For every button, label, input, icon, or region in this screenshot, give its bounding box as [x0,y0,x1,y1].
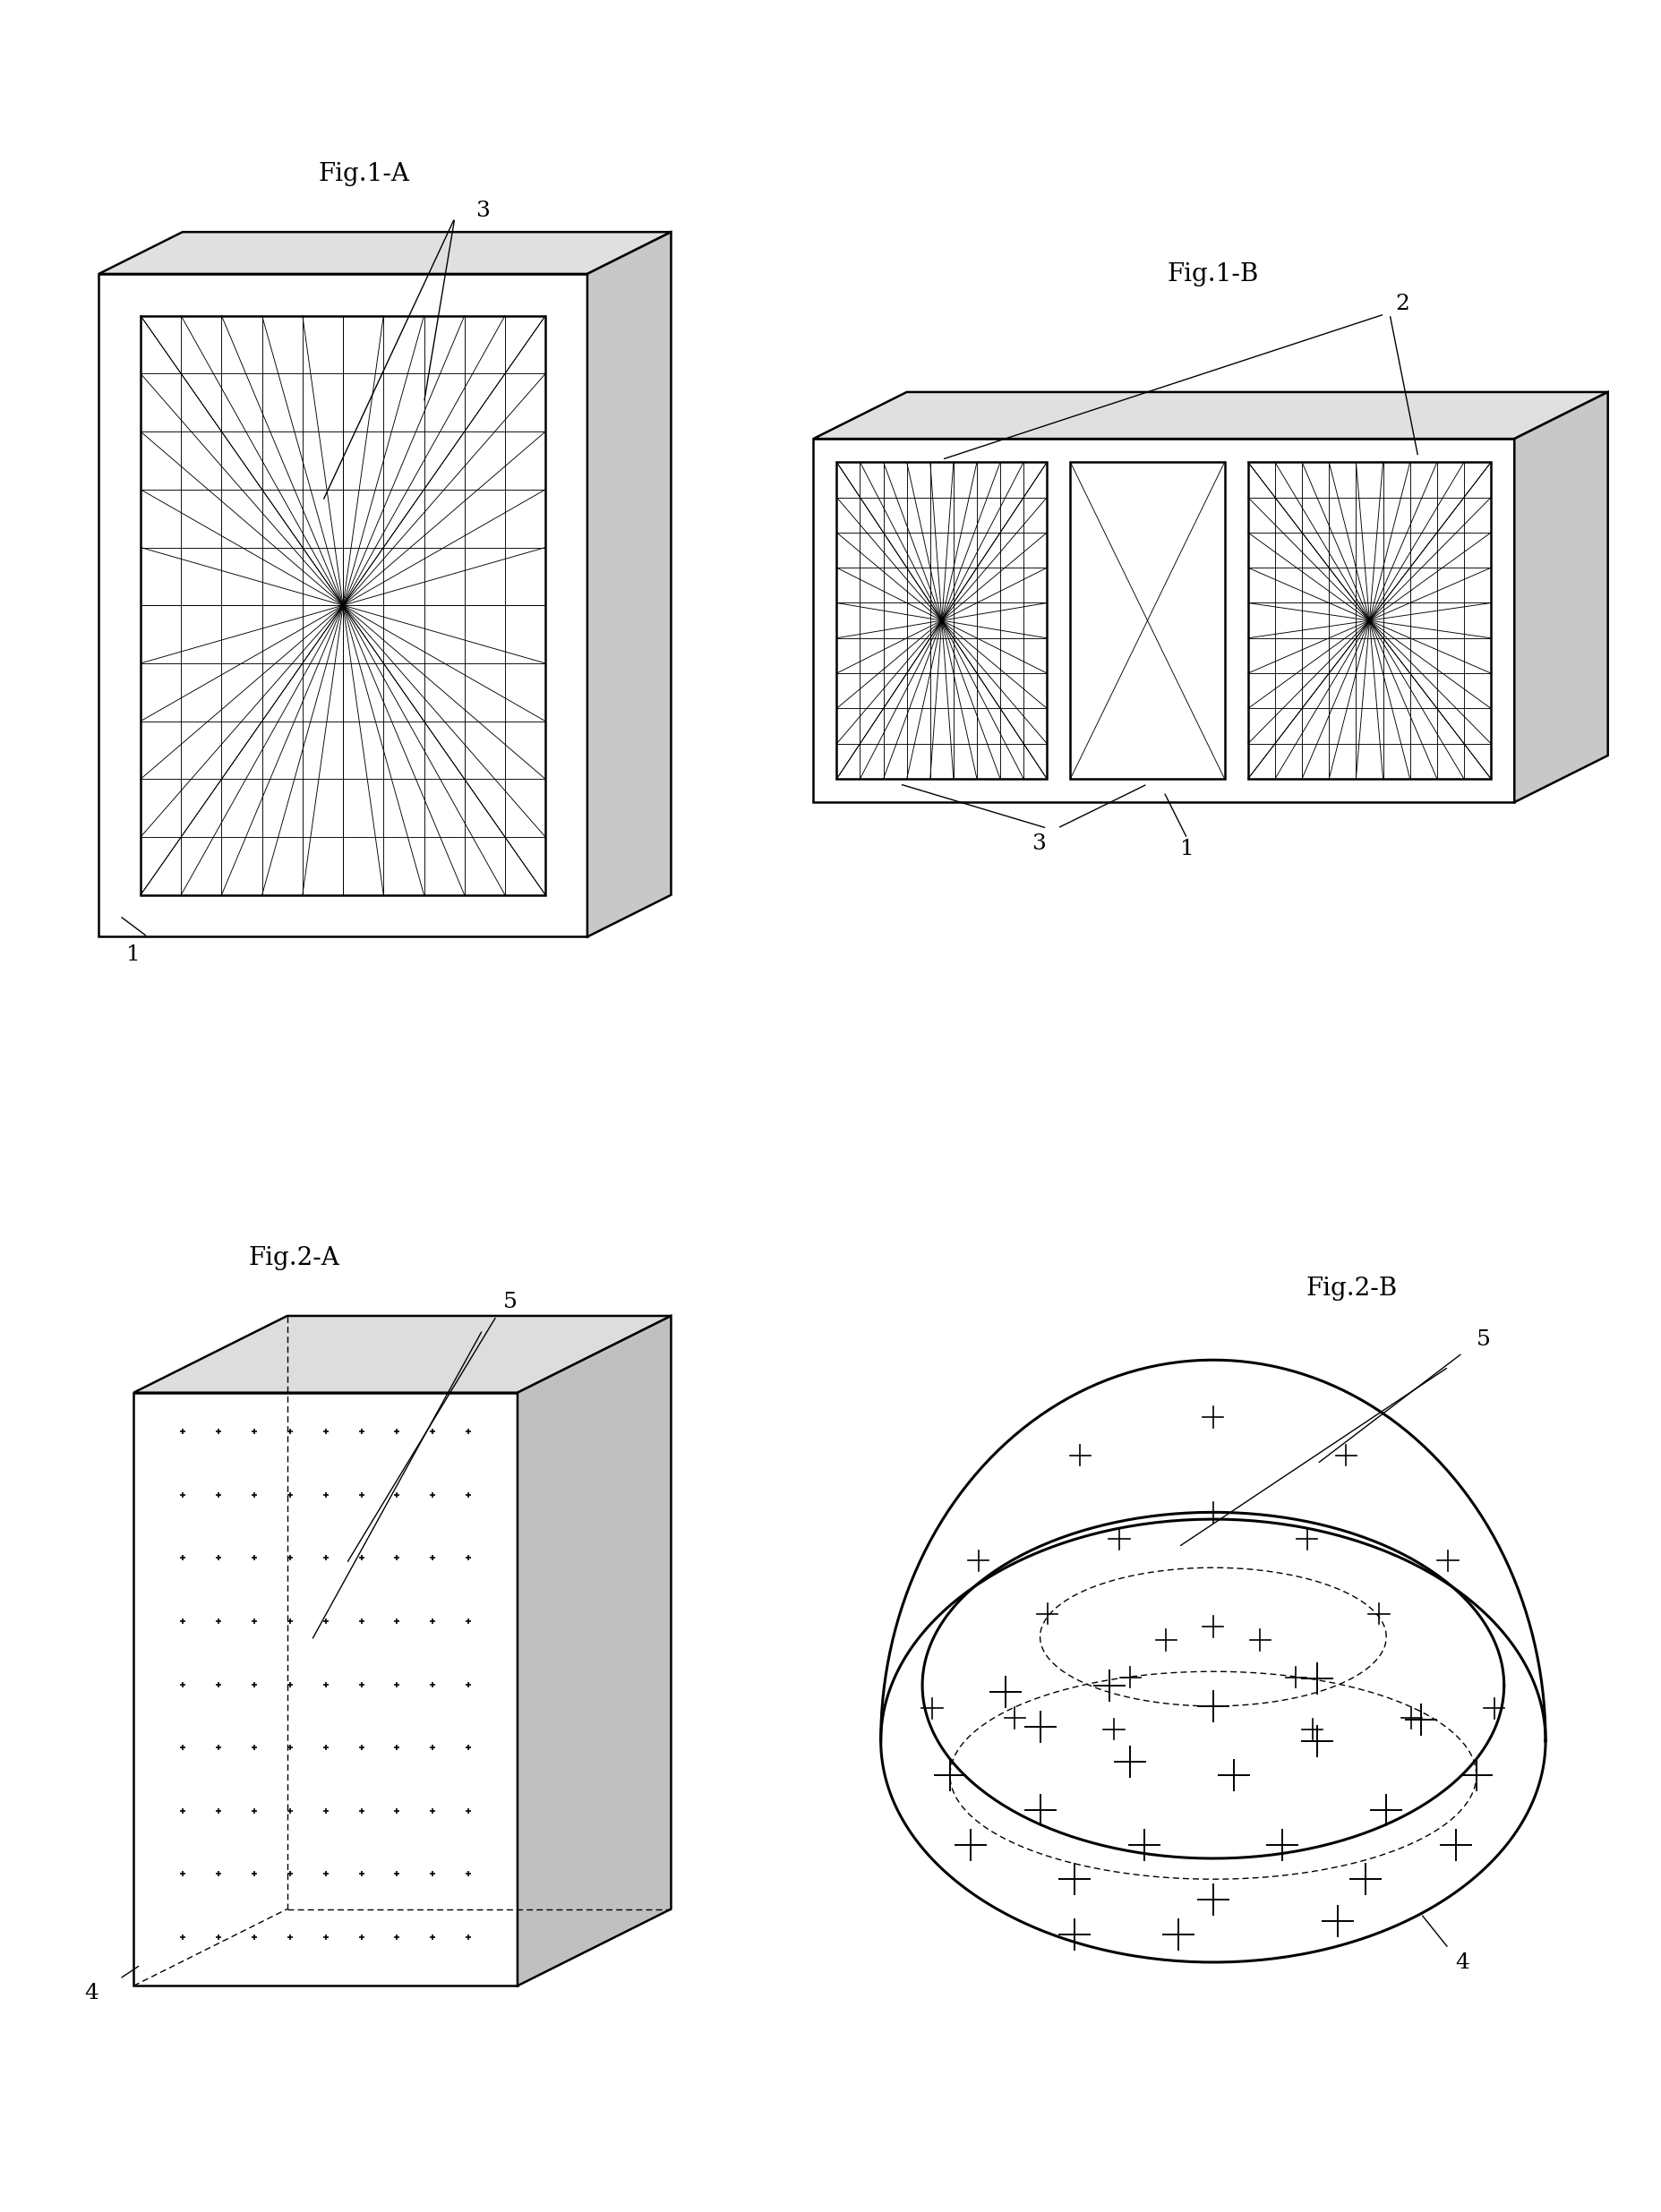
Polygon shape [141,316,545,896]
Polygon shape [1513,392,1608,803]
Polygon shape [98,274,586,938]
Polygon shape [98,232,671,274]
Text: Fig.1-A: Fig.1-A [319,161,409,186]
Polygon shape [835,462,1046,779]
Polygon shape [812,438,1513,803]
Text: Fig.2-B: Fig.2-B [1306,1276,1397,1301]
Text: 1: 1 [1179,838,1194,858]
Text: 4: 4 [1455,1951,1468,1973]
Text: 4: 4 [85,1982,100,2004]
Text: 1: 1 [126,945,141,964]
Polygon shape [812,392,1608,438]
Text: Fig.2-A: Fig.2-A [249,1245,339,1270]
Text: 3: 3 [475,201,490,221]
Text: 2: 2 [1394,294,1409,314]
Text: 5: 5 [1475,1329,1490,1349]
Polygon shape [586,232,671,938]
Text: 5: 5 [503,1292,518,1312]
Text: 3: 3 [1031,834,1045,854]
Polygon shape [1070,462,1224,779]
Polygon shape [517,1316,671,1986]
Polygon shape [133,1394,517,1986]
Polygon shape [133,1316,671,1394]
Polygon shape [1247,462,1490,779]
Text: Fig.1-B: Fig.1-B [1166,263,1259,285]
